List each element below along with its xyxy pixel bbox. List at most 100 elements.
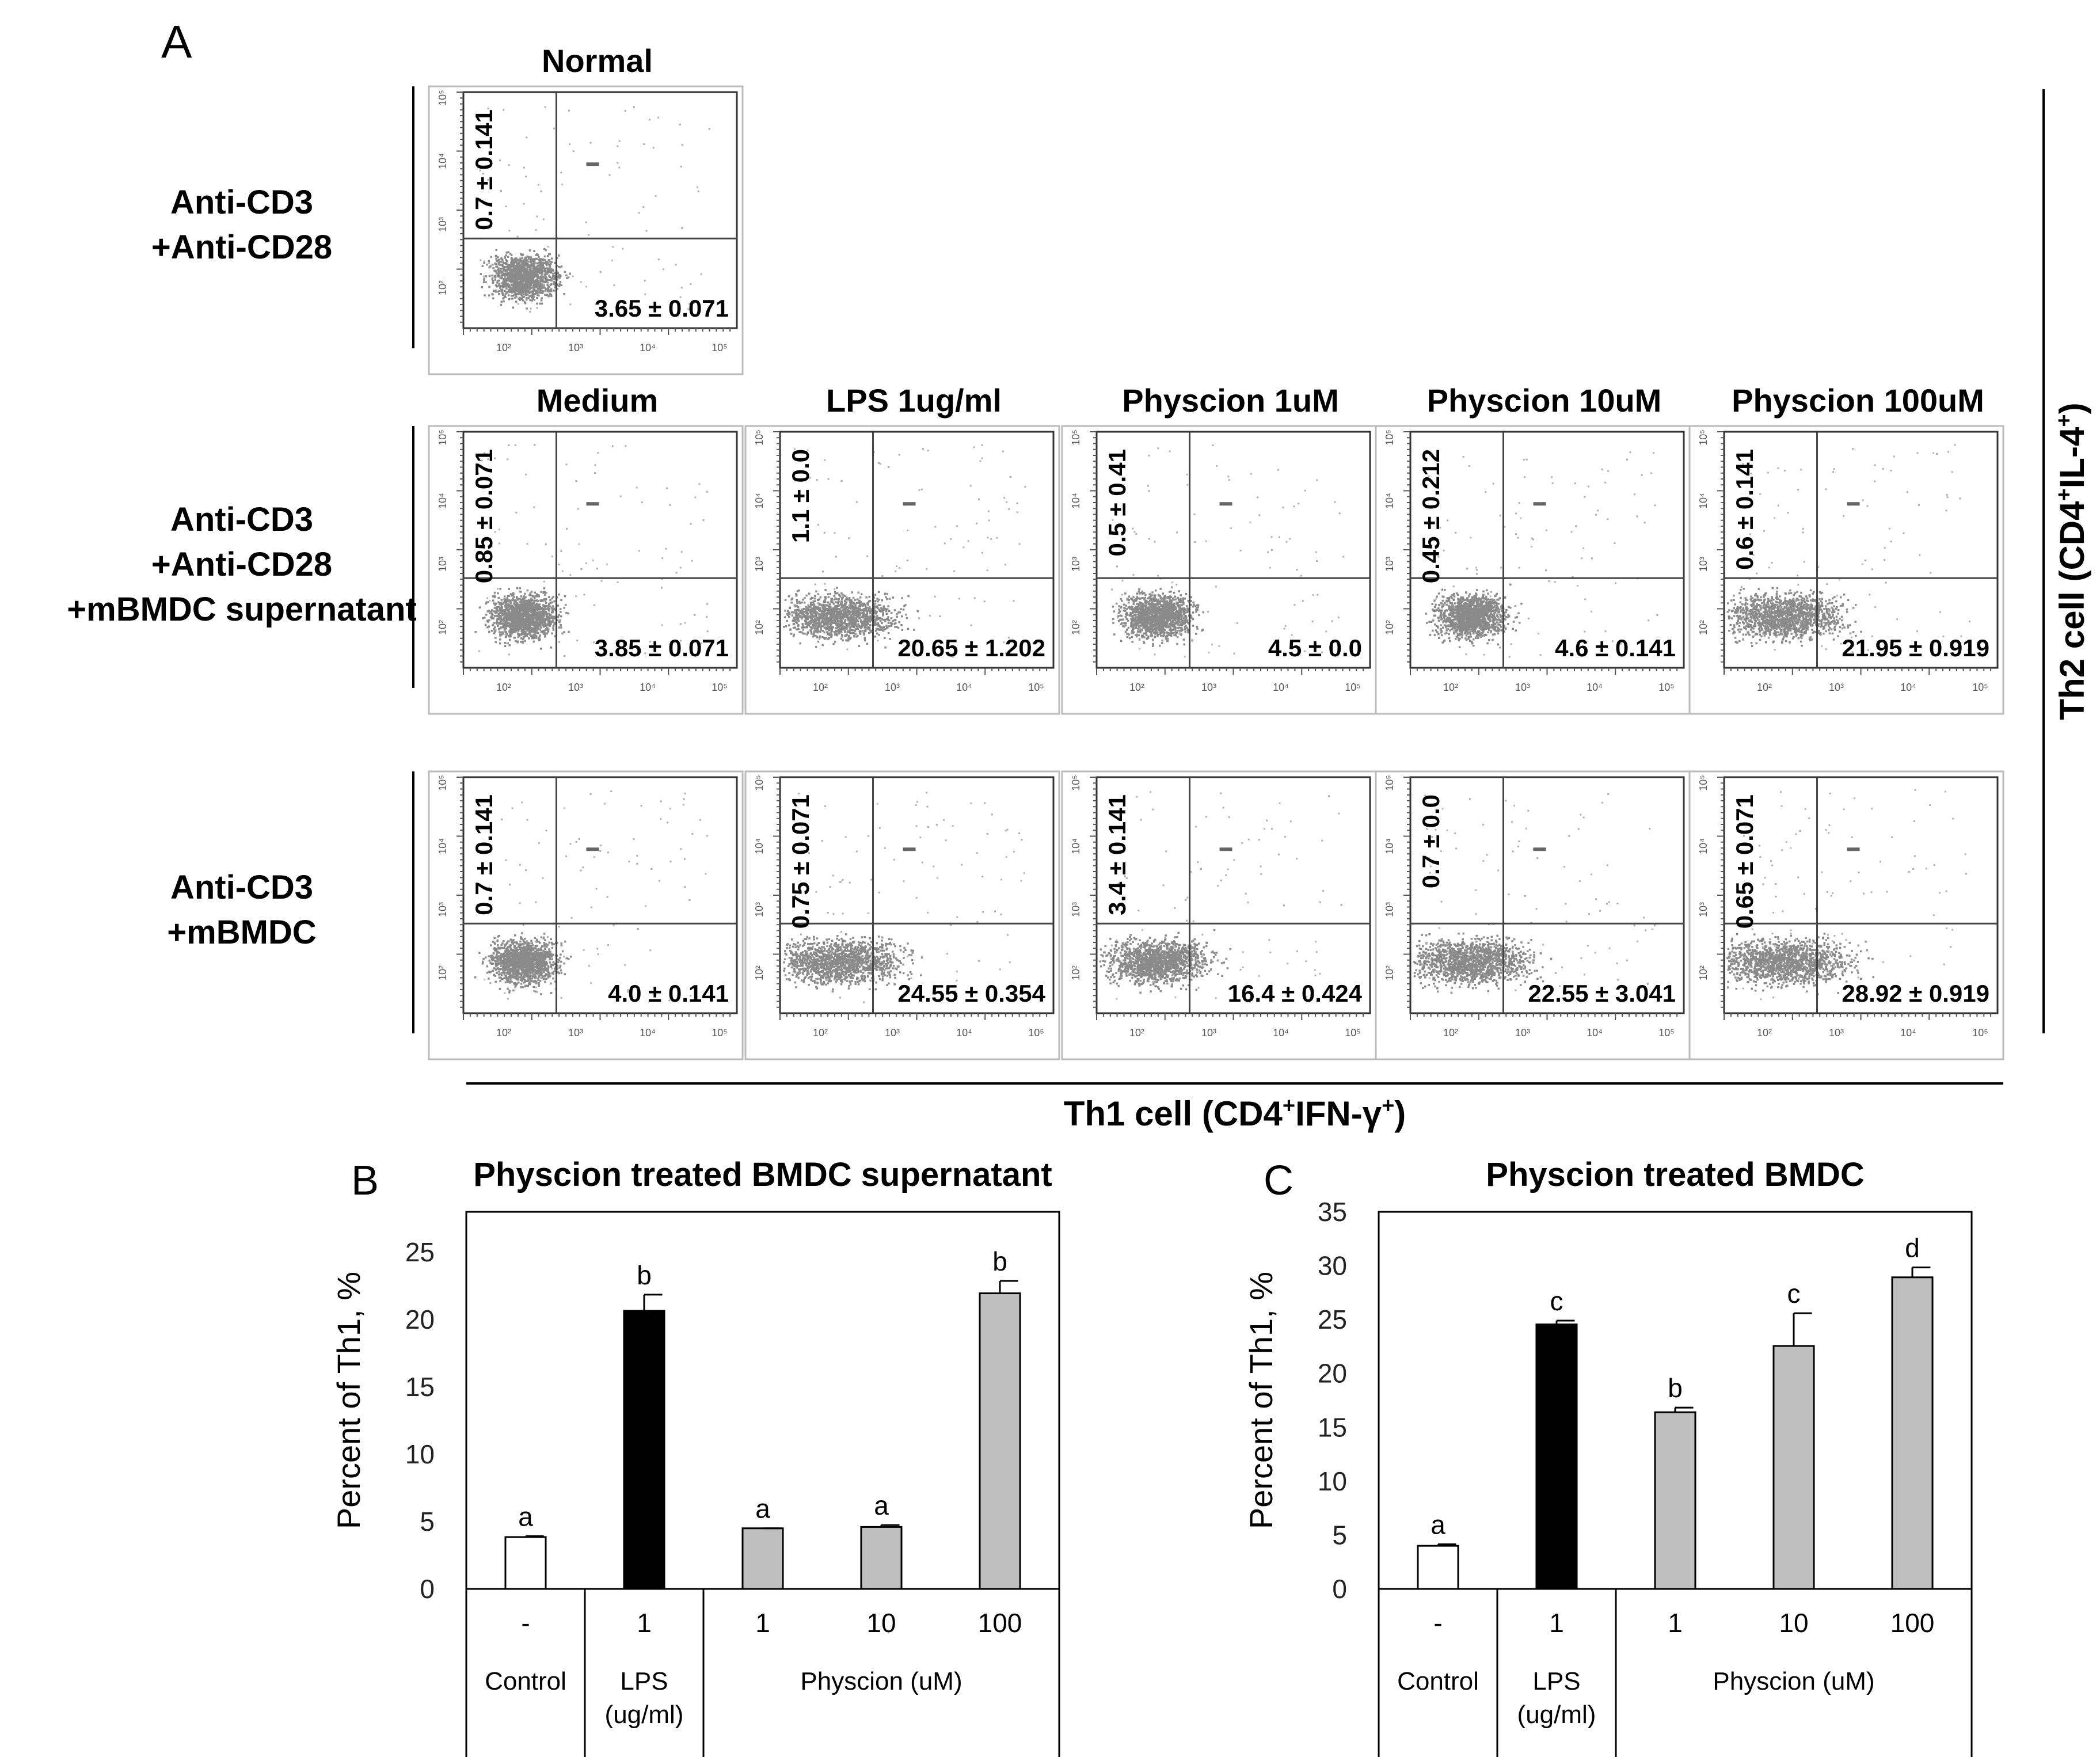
bar xyxy=(860,1526,903,1590)
y-tick-label: 10⁵ xyxy=(437,429,448,445)
gate-marker xyxy=(903,502,916,506)
group-label: LPS xyxy=(620,1667,668,1695)
x-tick-label: 10² xyxy=(1443,682,1458,693)
scatter-points xyxy=(479,106,710,313)
y-tick-label: 10² xyxy=(437,620,448,635)
y-tick-label: 10⁴ xyxy=(1698,493,1709,509)
scatter-points xyxy=(1099,791,1342,1003)
panel-a: Anti-CD3+Anti-CD28Normal10²10²10³10³10⁴1… xyxy=(67,43,2091,1133)
plot-frame xyxy=(744,770,1060,1060)
y-tick-label: 10⁴ xyxy=(1070,838,1082,854)
bar xyxy=(623,1310,665,1590)
axis-ticks xyxy=(1403,431,1678,675)
plot-frame xyxy=(1375,425,1691,715)
y-tick-label: 10³ xyxy=(1070,557,1082,572)
x-tick-label: 10² xyxy=(496,682,511,693)
scatter-points xyxy=(474,444,710,657)
lower-right-quadrant-value: 21.95 ± 0.919 xyxy=(1842,634,1989,661)
y-tick-label: 10² xyxy=(1070,965,1082,980)
scatter-points xyxy=(474,790,709,1002)
y-tick-label: 10⁵ xyxy=(1070,429,1082,445)
y-tick-label: 10⁴ xyxy=(1070,493,1082,509)
y-tick-label: 30 xyxy=(1318,1251,1347,1281)
gate-marker xyxy=(1219,847,1232,851)
x-tick-label: 10³ xyxy=(568,1027,583,1039)
upper-left-quadrant-value: 3.4 ± 0.141 xyxy=(1104,794,1131,915)
gate-marker xyxy=(586,847,599,851)
x-tick-label: 10⁴ xyxy=(956,682,972,693)
y-tick-label: 25 xyxy=(405,1237,435,1267)
x-tick-label: 10² xyxy=(1129,1027,1144,1039)
x-tick-label: 10⁵ xyxy=(1658,1027,1674,1039)
row-label-line: +Anti-CD28 xyxy=(151,229,332,266)
x-tick-label: 10² xyxy=(1757,682,1772,693)
category-label: 1 xyxy=(637,1608,652,1638)
x-tick-label: 10² xyxy=(1129,682,1144,693)
x-tick-label: 10⁴ xyxy=(1900,682,1916,693)
upper-left-quadrant-value: 0.7 ± 0.141 xyxy=(470,794,497,915)
plot-title: Physcion 10uM xyxy=(1427,382,1662,419)
axis-ticks xyxy=(1717,431,1992,675)
x-tick-label: 10⁴ xyxy=(640,1027,656,1039)
category-label: 1 xyxy=(755,1608,770,1638)
flow-plot: 10² 10² 10³ 10³ 10⁴ 10⁴ 10⁵ 10⁵ 0.7 ± 0.141 4.0 ±… xyxy=(428,770,744,1060)
y-tick-label: 10⁴ xyxy=(437,153,448,169)
y-tick-label: 5 xyxy=(1332,1520,1347,1550)
scatter-points xyxy=(783,792,1025,1003)
y-tick-label: 10⁴ xyxy=(437,838,448,854)
row-label-line: Anti-CD3 xyxy=(170,869,313,906)
upper-left-quadrant-value: 1.1 ± 0.0 xyxy=(787,449,814,543)
y-tick-label: 10³ xyxy=(1698,557,1709,572)
significance-letter: b xyxy=(1668,1373,1683,1403)
gate-marker xyxy=(1847,847,1860,851)
y-tick-label: 10⁵ xyxy=(437,775,448,790)
chart-b: B Physcion treated BMDC supernatant 0 5 10 15… xyxy=(330,1156,1060,1757)
x-tick-label: 10⁴ xyxy=(640,342,656,353)
row-label-line: Anti-CD3 xyxy=(170,501,313,538)
y-tick-label: 10⁴ xyxy=(1384,493,1395,509)
row-label-line: +mBMDC supernatant xyxy=(67,591,416,628)
bar xyxy=(1772,1345,1815,1590)
upper-left-quadrant-value: 0.45 ± 0.212 xyxy=(1417,449,1444,583)
y-tick-label: 10² xyxy=(437,965,448,980)
x-tick-label: 10⁴ xyxy=(1587,682,1603,693)
y-tick-label: 35 xyxy=(1318,1197,1347,1227)
axis-ticks xyxy=(1090,777,1364,1020)
axis-ticks xyxy=(1717,777,1992,1020)
bar xyxy=(1654,1411,1696,1590)
plot-frame xyxy=(428,770,744,1060)
axis-ticks xyxy=(1403,777,1678,1020)
x-tick-label: 10³ xyxy=(1201,682,1216,693)
axis-ticks xyxy=(456,777,731,1020)
x-tick-label: 10⁴ xyxy=(1900,1027,1916,1039)
flow-plot: 10² 10² 10³ 10³ 10⁴ 10⁴ 10⁵ 10⁵ 0.75 ± 0.071 24.5… xyxy=(744,770,1060,1060)
y-tick-label: 10⁴ xyxy=(754,838,765,854)
flow-plot: Medium 10² 10² 10³ 10³ 10⁴ 10⁴ 10⁵ 10⁵ 0.85 ± 0.0… xyxy=(428,382,744,715)
panel-label: B xyxy=(351,1158,379,1204)
x-tick-label: 10⁵ xyxy=(1345,1027,1360,1039)
y-axis-label: Th2 cell (CD4+IL-4+) xyxy=(2052,402,2091,720)
axis-ticks xyxy=(456,431,731,675)
x-tick-label: 10² xyxy=(1757,1027,1772,1039)
y-tick-label: 10³ xyxy=(1384,557,1395,572)
scatter-points xyxy=(1726,444,1970,653)
y-tick-label: 20 xyxy=(1318,1359,1347,1389)
plot-frame xyxy=(428,425,744,715)
y-tick-label: 10⁵ xyxy=(437,90,448,105)
category-label: 100 xyxy=(978,1608,1022,1638)
y-tick-label: 10³ xyxy=(437,902,448,917)
panel-label: C xyxy=(1264,1158,1294,1204)
x-tick-label: 10⁵ xyxy=(1028,1027,1044,1039)
y-tick-label: 10³ xyxy=(1070,902,1082,917)
axis-ticks xyxy=(456,92,731,335)
y-tick-label: 25 xyxy=(1318,1305,1347,1334)
category-label: 10 xyxy=(1779,1608,1808,1638)
gate-marker xyxy=(586,162,599,166)
gate-marker xyxy=(1847,502,1860,506)
significance-letter: a xyxy=(874,1490,889,1520)
x-tick-label: 10² xyxy=(1443,1027,1458,1039)
group-label: LPS xyxy=(1532,1667,1580,1695)
y-tick-label: 5 xyxy=(420,1507,435,1537)
y-tick-label: 10⁴ xyxy=(437,493,448,509)
